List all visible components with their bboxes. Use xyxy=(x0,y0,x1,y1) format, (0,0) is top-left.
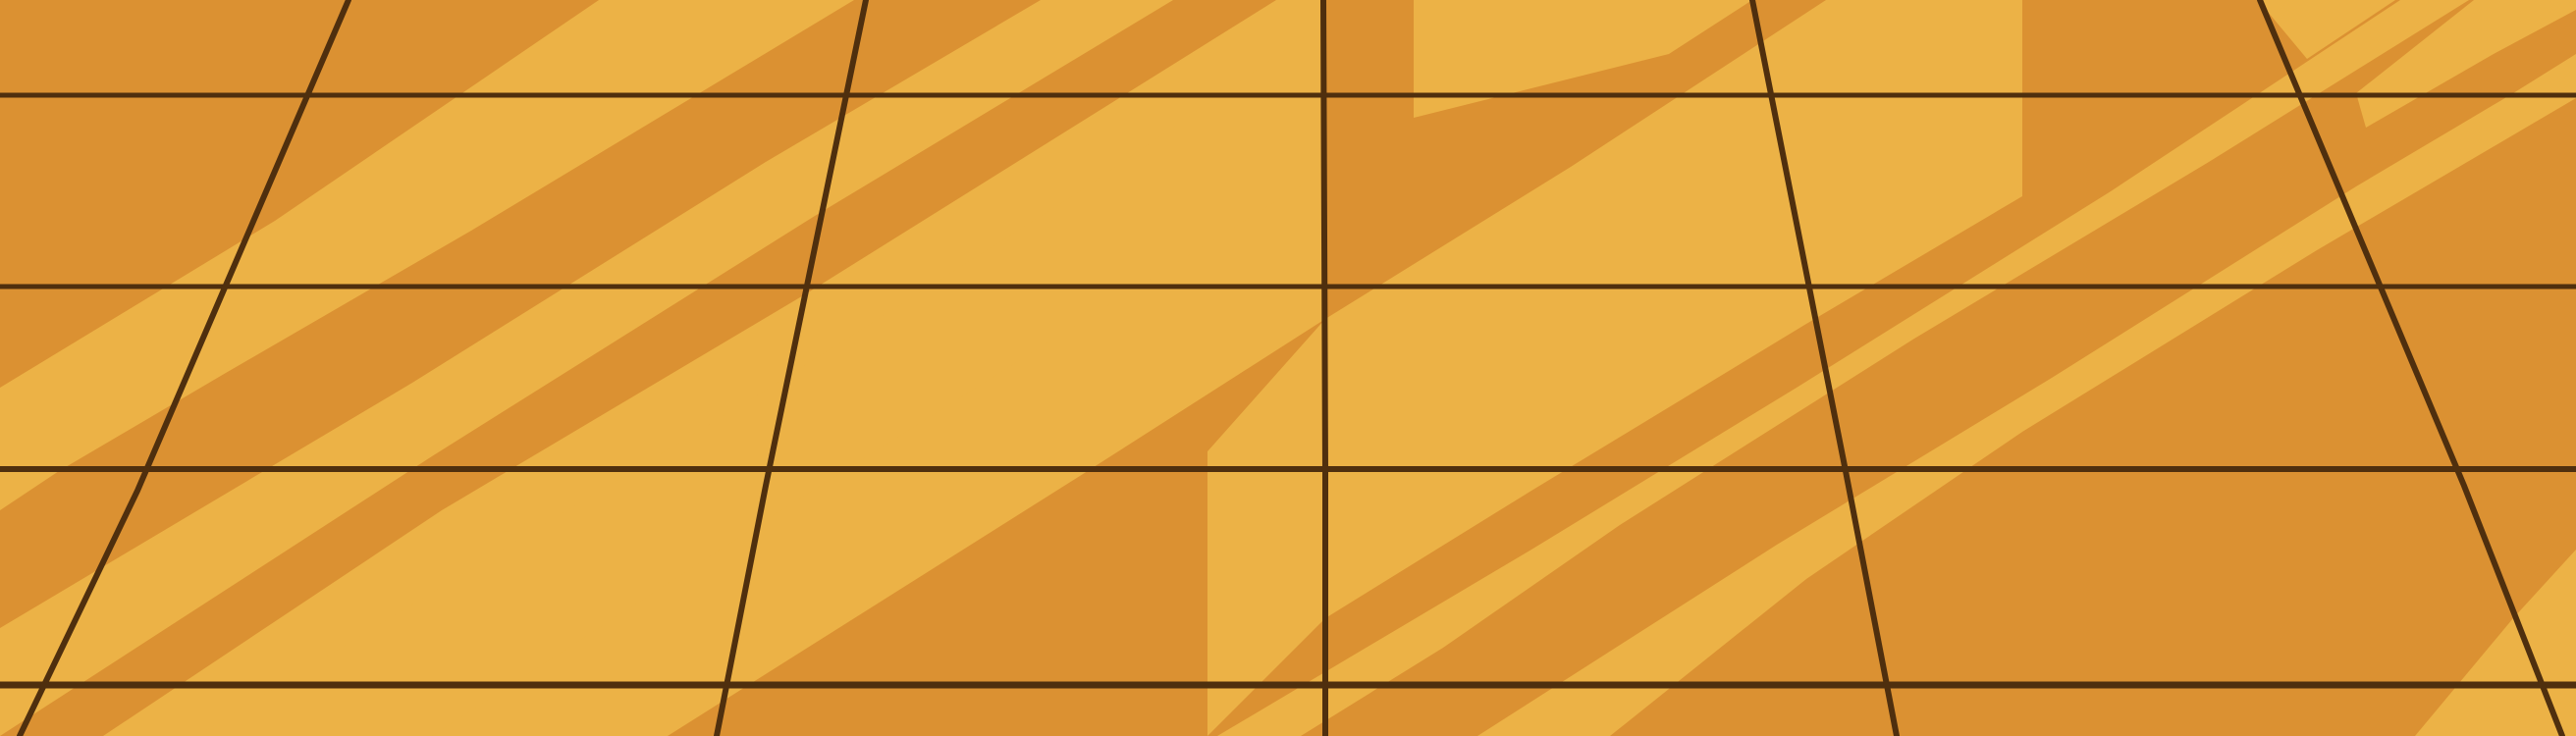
light-stripe xyxy=(1414,0,1752,118)
grout-line-vertical xyxy=(1320,0,1328,736)
light-stripe xyxy=(0,0,854,510)
grout-line-vertical xyxy=(2257,0,2565,736)
light-stripe xyxy=(103,0,1325,736)
grout-line-vertical xyxy=(714,0,869,736)
grout-line-vertical xyxy=(17,0,351,736)
light-stripe xyxy=(2258,0,2395,59)
light-stripe xyxy=(2415,550,2576,736)
light-stripe xyxy=(1217,0,2469,736)
grout-line-vertical xyxy=(1749,0,1900,736)
light-stripe xyxy=(1208,0,2022,736)
light-stripe xyxy=(1477,54,2576,736)
